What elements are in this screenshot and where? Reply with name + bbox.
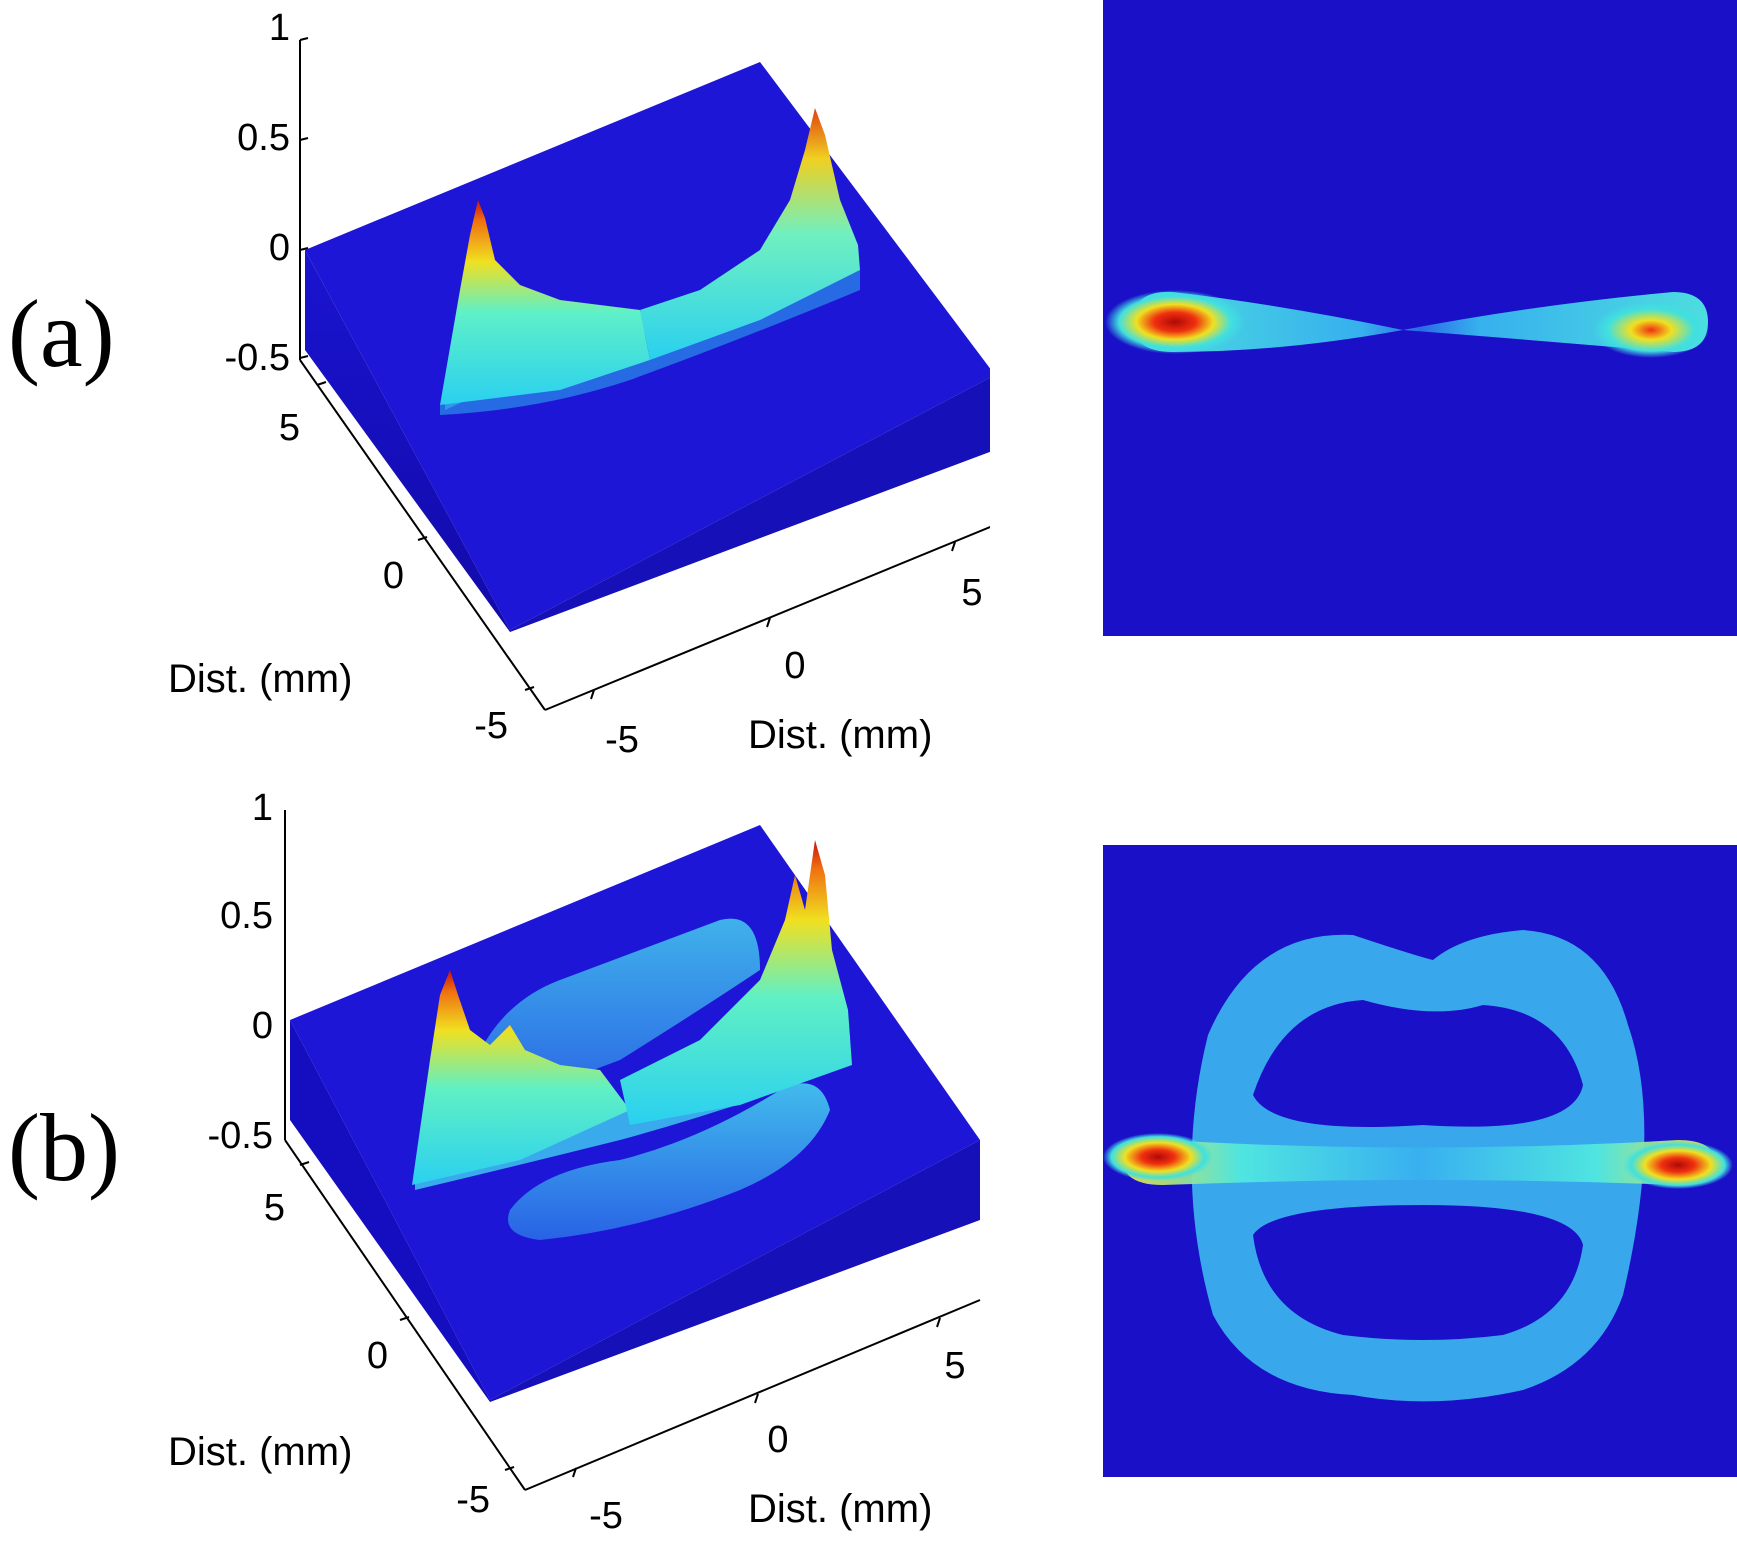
z-tick-neg-0-5: -0.5 xyxy=(208,1115,273,1157)
x-tick-neg-5: -5 xyxy=(605,719,639,760)
surface-plot-a: 1 0.5 0 -0.5 5 0 -5 -5 0 5 Dist. (mm) Di… xyxy=(168,7,990,760)
y-tick-neg-5: -5 xyxy=(456,1479,490,1521)
x-tick-0: 0 xyxy=(767,1419,788,1461)
z-tick-1: 1 xyxy=(252,787,273,829)
peak-right xyxy=(620,840,852,1125)
peak-right xyxy=(640,108,860,360)
hotspot-left xyxy=(1105,290,1245,354)
x-tick-5: 5 xyxy=(944,1345,965,1387)
x-tick-neg-5: -5 xyxy=(589,1495,623,1537)
surface-front xyxy=(490,1140,980,1402)
z-tick-neg-0-5: -0.5 xyxy=(225,337,290,379)
z-tick-0-5: 0.5 xyxy=(220,895,273,937)
z-tick-0-5: 0.5 xyxy=(237,117,290,159)
y-tick-neg-5: -5 xyxy=(474,705,508,747)
beam-line xyxy=(1123,1140,1715,1185)
z-tick-1: 1 xyxy=(269,7,290,49)
y-axis-label: Dist. (mm) xyxy=(168,657,352,701)
beam-line xyxy=(1133,291,1708,352)
hotspot-left xyxy=(1103,1133,1213,1181)
surface-left-side xyxy=(290,1020,490,1402)
y-tick-5: 5 xyxy=(279,407,300,449)
y-tick-0: 0 xyxy=(383,555,404,597)
y-tick-0: 0 xyxy=(367,1335,388,1377)
ridge-base xyxy=(440,270,860,415)
ring-front xyxy=(508,1083,830,1240)
heatmap-a xyxy=(1103,0,1737,636)
x-tick-5: 5 xyxy=(961,572,982,614)
panel-label-b: (b) xyxy=(8,1094,120,1201)
surface-plot-b: 1 0.5 0 -0.5 5 0 -5 -5 0 5 Dist. (mm) Di… xyxy=(168,787,981,1537)
x-axis-label: Dist. (mm) xyxy=(748,713,932,757)
surface-front xyxy=(510,377,990,632)
z-tick-0: 0 xyxy=(252,1005,273,1047)
y-axis-label: Dist. (mm) xyxy=(168,1430,352,1474)
peak-left xyxy=(440,200,650,405)
z-tick-0: 0 xyxy=(269,227,290,269)
heatmap-b xyxy=(1103,845,1737,1477)
panel-label-a: (a) xyxy=(8,280,115,387)
x-axis-label: Dist. (mm) xyxy=(748,1487,932,1531)
peak-left xyxy=(412,970,630,1185)
hotspot-right xyxy=(1593,302,1709,358)
hotspot-right xyxy=(1623,1141,1733,1189)
surface-left-side xyxy=(305,250,510,632)
x-tick-0: 0 xyxy=(784,645,805,687)
y-tick-5: 5 xyxy=(264,1187,285,1229)
